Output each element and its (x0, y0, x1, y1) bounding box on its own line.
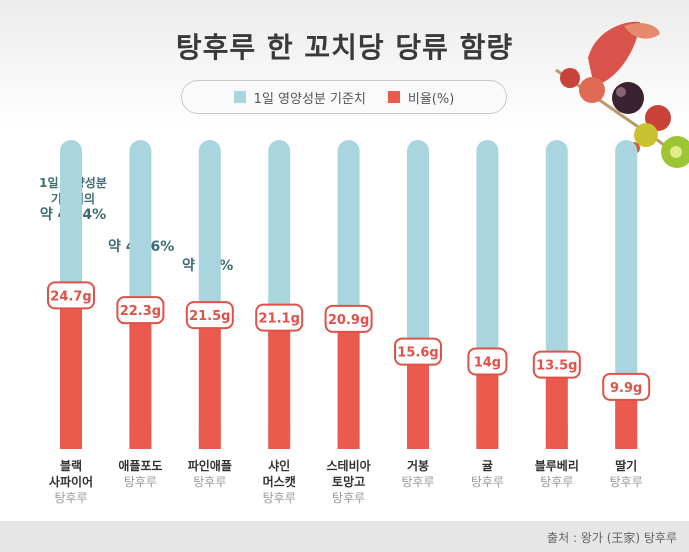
value-label-box (47, 281, 95, 310)
category-label: 탕후루 (332, 491, 365, 505)
value-label: 22.3g (120, 304, 161, 319)
category-label: 탕후루 (263, 491, 296, 505)
category-label: 머스캣 (263, 474, 296, 489)
value-label-box (602, 372, 651, 401)
value-label-box (185, 301, 234, 330)
value-label-box (532, 350, 581, 379)
value-label-box (467, 347, 508, 376)
category-label: 토망고 (332, 475, 365, 489)
fruit-skewer-decoration (555, 21, 689, 168)
value-bar (545, 365, 568, 449)
category-label: 파인애플 (188, 458, 232, 473)
value-label-box (324, 304, 373, 333)
category-label: 탕후루 (540, 475, 573, 489)
value-label: 15.6g (397, 346, 438, 361)
category-label: 탕후루 (610, 475, 643, 489)
value-label: 13.5g (536, 359, 577, 374)
category-label: 사파이어 (49, 474, 93, 489)
legend-item-reference: 1일 영양성분 기준치 (233, 88, 366, 107)
category-label: 스테비아 (327, 458, 371, 473)
value-label: 24.7g (50, 289, 91, 304)
value-label: 21.5g (189, 309, 230, 324)
legend-swatch-reference (233, 91, 246, 103)
value-label: 21.1g (259, 312, 300, 327)
value-bar (129, 311, 152, 449)
value-bar (407, 352, 429, 449)
footer-bar: 출처 : 왕가 (王家) 탕후루 (0, 521, 689, 552)
legend-swatch-value (387, 91, 400, 103)
value-bar (268, 318, 291, 449)
value-bar (198, 316, 221, 449)
value-label: 14g (474, 355, 501, 370)
legend-label-value: 비율(%) (407, 91, 455, 107)
category-label: 탕후루 (471, 475, 504, 489)
value-bar (615, 387, 638, 449)
category-label: 탕후루 (124, 475, 157, 489)
source-text: 출처 : 왕가 (王家) 탕후루 (547, 531, 677, 545)
category-label: 블루베리 (535, 458, 579, 473)
reference-bar (615, 140, 638, 449)
value-label: 20.9g (328, 313, 369, 328)
chart-title: 탕후루 한 꼬치당 당류 함량 (175, 31, 514, 64)
value-bar (476, 362, 499, 449)
value-label-box (255, 303, 304, 332)
value-label-box (394, 337, 442, 366)
category-label: 탕후루 (193, 475, 226, 489)
value-label: 9.9g (610, 381, 642, 396)
legend: 1일 영양성분 기준치 비율(%) (181, 80, 507, 114)
sugar-bar-chart: 24.7g블랙사파이어탕후루22.3g애플포도탕후루21.5g파인애플탕후루21… (47, 140, 651, 505)
category-label: 탕후루 (54, 491, 87, 505)
category-label: 귤 (482, 459, 493, 473)
value-bar (60, 296, 82, 449)
legend-item-value: 비율(%) (387, 88, 455, 107)
category-label: 탕후루 (401, 475, 434, 489)
category-label: 애플포도 (118, 458, 162, 473)
category-label: 블랙 (60, 458, 82, 473)
value-bar (337, 319, 360, 449)
category-label: 샤인 (268, 458, 290, 473)
value-label-box (116, 296, 165, 325)
legend-label-reference: 1일 영양성분 기준치 (253, 91, 366, 107)
category-label: 딸기 (615, 458, 637, 473)
category-label: 거봉 (407, 458, 429, 473)
